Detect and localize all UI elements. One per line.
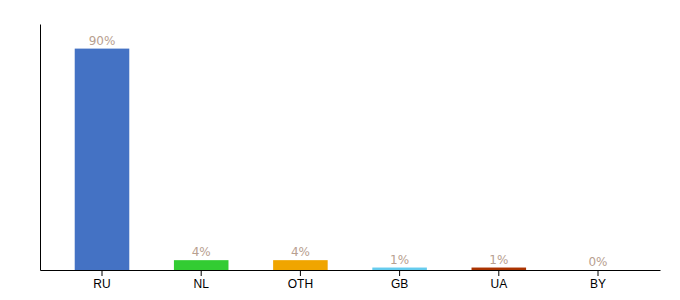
x-tick-label: BY [590,277,606,291]
x-tick-mark [300,270,301,276]
x-axis: RU NL OTH GB UA BY [41,270,661,291]
x-tick-label: RU [93,277,110,291]
x-tick-label: OTH [288,277,313,291]
bar [472,268,527,270]
x-tick: NL [194,270,210,291]
plot: 90% 4% 4% 1% 1% 0% RU NL OTH GB UA BY [41,25,661,291]
bar [273,260,328,270]
x-tick: BY [590,270,606,291]
data-label: 0% [588,255,607,269]
x-tick: GB [391,270,408,291]
chart: 90% 4% 4% 1% 1% 0% RU NL OTH GB UA BY [0,0,680,300]
bar [571,270,626,271]
x-tick-mark [102,270,103,276]
y-axis-line [40,25,41,271]
x-tick: OTH [288,270,313,291]
x-tick-mark [201,270,202,276]
x-tick-label: GB [391,277,408,291]
x-axis-line [41,270,661,271]
x-tick-label: UA [490,277,507,291]
x-tick: UA [490,270,507,291]
data-label: 1% [489,253,508,267]
x-tick-mark [498,270,499,276]
y-axis [40,25,41,271]
data-label: 1% [390,253,409,267]
data-labels: 90% 4% 4% 1% 1% 0% [89,34,608,269]
data-label: 4% [291,245,310,259]
data-label: 90% [89,34,116,48]
bar [75,49,130,270]
bar [174,260,229,270]
data-label: 4% [192,245,211,259]
bar [372,268,427,270]
x-tick-mark [399,270,400,276]
x-tick-label: NL [194,277,210,291]
bars [75,49,526,270]
x-tick: RU [93,270,110,291]
x-tick-mark [598,270,599,276]
